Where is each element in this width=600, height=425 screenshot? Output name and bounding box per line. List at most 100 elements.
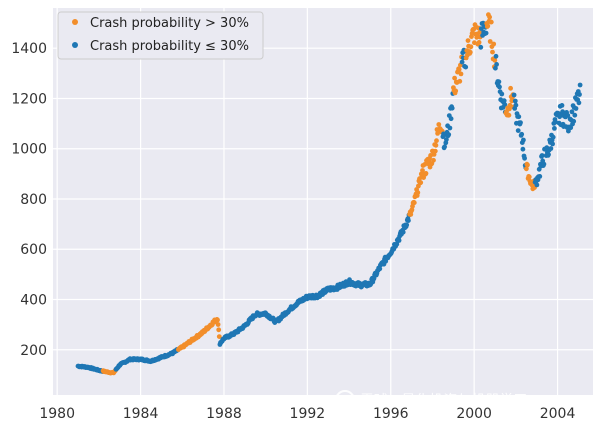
point-crash-le30: [463, 64, 469, 70]
point-crash-le30: [571, 118, 577, 124]
point-crash-le30: [442, 144, 447, 150]
point-crash-le30: [483, 30, 489, 36]
point-crash-le30: [448, 116, 454, 122]
point-crash-gt30: [490, 49, 495, 55]
point-crash-le30: [494, 62, 499, 67]
point-crash-gt30: [432, 148, 438, 154]
x-axis-ticks: 1980 1984 1988 1992 1996 2000 2004: [39, 406, 575, 422]
point-crash-le30: [446, 132, 452, 138]
legend-marker-le: [72, 42, 78, 48]
point-crash-gt30: [418, 180, 424, 186]
point-crash-le30: [577, 92, 582, 97]
point-crash-gt30: [415, 190, 421, 196]
point-crash-le30: [521, 137, 526, 143]
watermark: 雪球 · 量化投资与机器学习: [335, 390, 527, 410]
point-crash-le30: [546, 152, 551, 158]
data-points: [75, 12, 583, 376]
point-crash-le30: [539, 153, 545, 158]
point-crash-le30: [577, 82, 583, 88]
point-crash-le30: [444, 137, 449, 142]
point-crash-le30: [522, 155, 527, 161]
point-crash-le30: [537, 174, 543, 179]
watermark-text: 雪球 · 量化投资与机器学习: [360, 393, 527, 409]
point-crash-le30: [548, 146, 554, 151]
point-crash-gt30: [525, 162, 530, 168]
point-crash-gt30: [524, 166, 529, 172]
point-crash-gt30: [434, 138, 439, 144]
x-tick-label: 2004: [540, 406, 576, 422]
point-crash-gt30: [215, 317, 220, 323]
y-axis-ticks: 200 400 600 800 1000 1200 1400: [11, 41, 47, 359]
point-crash-gt30: [507, 106, 512, 112]
legend-box: [57, 11, 264, 60]
x-tick-label: 1988: [206, 406, 242, 422]
point-crash-gt30: [476, 40, 482, 45]
point-crash-gt30: [411, 200, 417, 206]
point-crash-le30: [565, 113, 571, 118]
point-crash-le30: [576, 100, 582, 106]
point-crash-gt30: [491, 41, 497, 47]
point-crash-le30: [568, 125, 574, 131]
point-crash-le30: [569, 109, 575, 115]
point-crash-gt30: [452, 75, 457, 81]
x-tick-label: 1980: [39, 406, 75, 422]
x-tick-label: 1984: [123, 406, 159, 422]
y-tick-label: 1200: [11, 91, 47, 107]
point-crash-le30: [519, 131, 525, 137]
grid: [53, 8, 593, 395]
point-crash-le30: [377, 266, 383, 272]
point-crash-gt30: [488, 19, 494, 25]
point-crash-gt30: [423, 171, 429, 176]
point-crash-le30: [520, 146, 526, 152]
point-crash-le30: [459, 59, 465, 65]
legend-marker-gt: [72, 19, 78, 25]
y-tick-label: 600: [20, 242, 47, 258]
point-crash-le30: [493, 53, 499, 59]
point-crash-le30: [559, 103, 565, 108]
point-crash-le30: [550, 141, 555, 147]
point-crash-gt30: [492, 57, 498, 63]
point-crash-le30: [511, 92, 517, 98]
point-crash-le30: [572, 112, 578, 118]
x-tick-label: 2000: [456, 406, 492, 422]
point-crash-gt30: [431, 157, 436, 163]
point-crash-le30: [501, 98, 507, 104]
point-crash-le30: [550, 134, 556, 140]
point-crash-le30: [478, 44, 484, 50]
point-crash-gt30: [526, 174, 532, 180]
legend-label-le: Crash probability ≤ 30%: [90, 39, 249, 54]
point-crash-le30: [518, 120, 523, 125]
point-crash-gt30: [458, 71, 464, 77]
point-crash-gt30: [457, 78, 463, 84]
point-crash-gt30: [465, 38, 471, 43]
point-crash-le30: [552, 125, 557, 131]
y-tick-label: 1400: [11, 41, 47, 57]
point-crash-gt30: [468, 44, 474, 50]
point-crash-le30: [447, 125, 453, 131]
point-crash-gt30: [508, 85, 513, 91]
point-crash-le30: [496, 79, 502, 85]
point-crash-gt30: [485, 23, 491, 29]
point-crash-gt30: [420, 168, 425, 173]
x-tick-label: 1996: [373, 406, 409, 422]
point-crash-gt30: [436, 122, 442, 127]
y-tick-label: 400: [20, 293, 47, 309]
point-crash-gt30: [433, 142, 439, 148]
point-crash-gt30: [487, 14, 492, 20]
point-crash-le30: [497, 84, 502, 90]
point-crash-le30: [513, 102, 519, 108]
plot-background: [53, 8, 593, 395]
legend-label-gt: Crash probability > 30%: [90, 16, 249, 31]
point-crash-le30: [400, 229, 406, 235]
point-crash-le30: [404, 222, 410, 228]
point-crash-le30: [573, 106, 579, 111]
point-crash-le30: [515, 128, 521, 134]
y-tick-label: 1000: [11, 142, 47, 158]
point-crash-le30: [493, 65, 498, 71]
point-crash-gt30: [456, 67, 462, 72]
point-crash-le30: [499, 91, 505, 97]
point-crash-gt30: [487, 39, 493, 44]
point-crash-le30: [502, 102, 508, 107]
x-tick-label: 1992: [290, 406, 326, 422]
